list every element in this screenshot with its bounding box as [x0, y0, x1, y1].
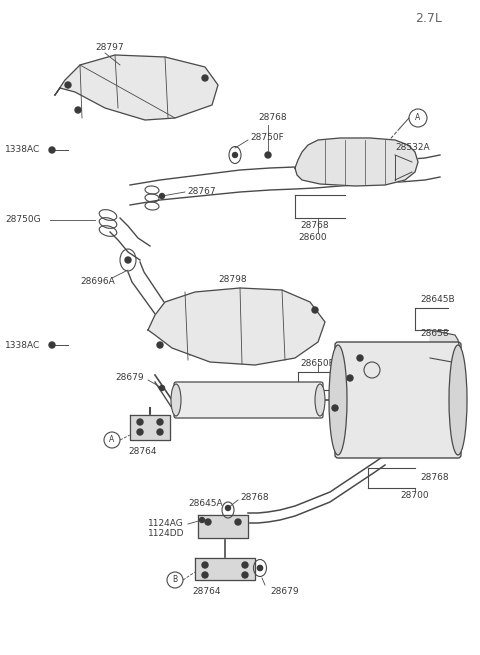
Text: 28768: 28768	[258, 113, 287, 122]
Text: 28750F: 28750F	[250, 134, 284, 143]
Text: 28650B: 28650B	[300, 358, 335, 367]
Text: 28679: 28679	[115, 373, 144, 383]
Text: 28658: 28658	[420, 329, 449, 339]
Polygon shape	[198, 515, 248, 538]
Polygon shape	[430, 330, 460, 362]
Circle shape	[157, 342, 163, 348]
Circle shape	[159, 386, 165, 390]
Text: 28696A: 28696A	[80, 278, 115, 286]
FancyBboxPatch shape	[174, 382, 323, 418]
Text: 28798: 28798	[218, 276, 247, 284]
Circle shape	[137, 419, 143, 425]
Text: 28700: 28700	[400, 491, 429, 500]
Circle shape	[347, 375, 353, 381]
Circle shape	[157, 429, 163, 435]
Text: 1338AC: 1338AC	[5, 341, 40, 350]
Circle shape	[137, 429, 143, 435]
Circle shape	[332, 405, 338, 411]
Circle shape	[232, 153, 238, 157]
Circle shape	[202, 75, 208, 81]
Circle shape	[265, 152, 271, 158]
Text: 28532A: 28532A	[345, 358, 380, 367]
Polygon shape	[55, 55, 218, 120]
Circle shape	[65, 82, 71, 88]
Circle shape	[257, 565, 263, 571]
Ellipse shape	[171, 384, 181, 416]
Circle shape	[226, 506, 230, 510]
Text: 28768: 28768	[240, 493, 269, 502]
Text: 28679: 28679	[270, 586, 299, 595]
Circle shape	[357, 355, 363, 361]
Text: 28532A: 28532A	[395, 143, 430, 153]
Text: A: A	[109, 436, 115, 445]
Circle shape	[125, 257, 131, 263]
Text: 28600: 28600	[298, 233, 326, 242]
Polygon shape	[148, 288, 325, 365]
Circle shape	[312, 307, 318, 313]
Text: 1124AG: 1124AG	[148, 519, 184, 529]
Circle shape	[159, 193, 165, 198]
Text: 28645A: 28645A	[188, 498, 223, 508]
Circle shape	[242, 562, 248, 568]
Circle shape	[242, 572, 248, 578]
Text: 28797: 28797	[95, 43, 124, 52]
Circle shape	[202, 572, 208, 578]
Circle shape	[157, 419, 163, 425]
Text: 1124DD: 1124DD	[148, 529, 184, 538]
Text: B: B	[172, 576, 178, 584]
Circle shape	[205, 519, 211, 525]
Polygon shape	[295, 138, 418, 186]
Text: 28645B: 28645B	[420, 295, 455, 305]
Circle shape	[75, 107, 81, 113]
Ellipse shape	[329, 345, 347, 455]
Text: 28764: 28764	[192, 588, 220, 597]
Text: 28768: 28768	[420, 474, 449, 483]
Polygon shape	[195, 558, 255, 580]
Text: 28767: 28767	[187, 187, 216, 196]
Circle shape	[235, 519, 241, 525]
Text: 1339CD: 1339CD	[380, 360, 416, 369]
Ellipse shape	[315, 384, 325, 416]
Text: 28768: 28768	[300, 221, 329, 231]
Circle shape	[49, 342, 55, 348]
Circle shape	[202, 562, 208, 568]
Circle shape	[49, 147, 55, 153]
Text: 1338AC: 1338AC	[5, 145, 40, 155]
Text: 2.7L: 2.7L	[415, 12, 442, 24]
Polygon shape	[130, 415, 170, 440]
Text: A: A	[415, 113, 420, 122]
Ellipse shape	[449, 345, 467, 455]
Text: B: B	[370, 365, 374, 375]
Circle shape	[257, 565, 263, 571]
Text: 28750G: 28750G	[5, 215, 41, 225]
Text: 28764: 28764	[128, 447, 156, 457]
Circle shape	[200, 517, 204, 523]
FancyBboxPatch shape	[335, 342, 461, 458]
